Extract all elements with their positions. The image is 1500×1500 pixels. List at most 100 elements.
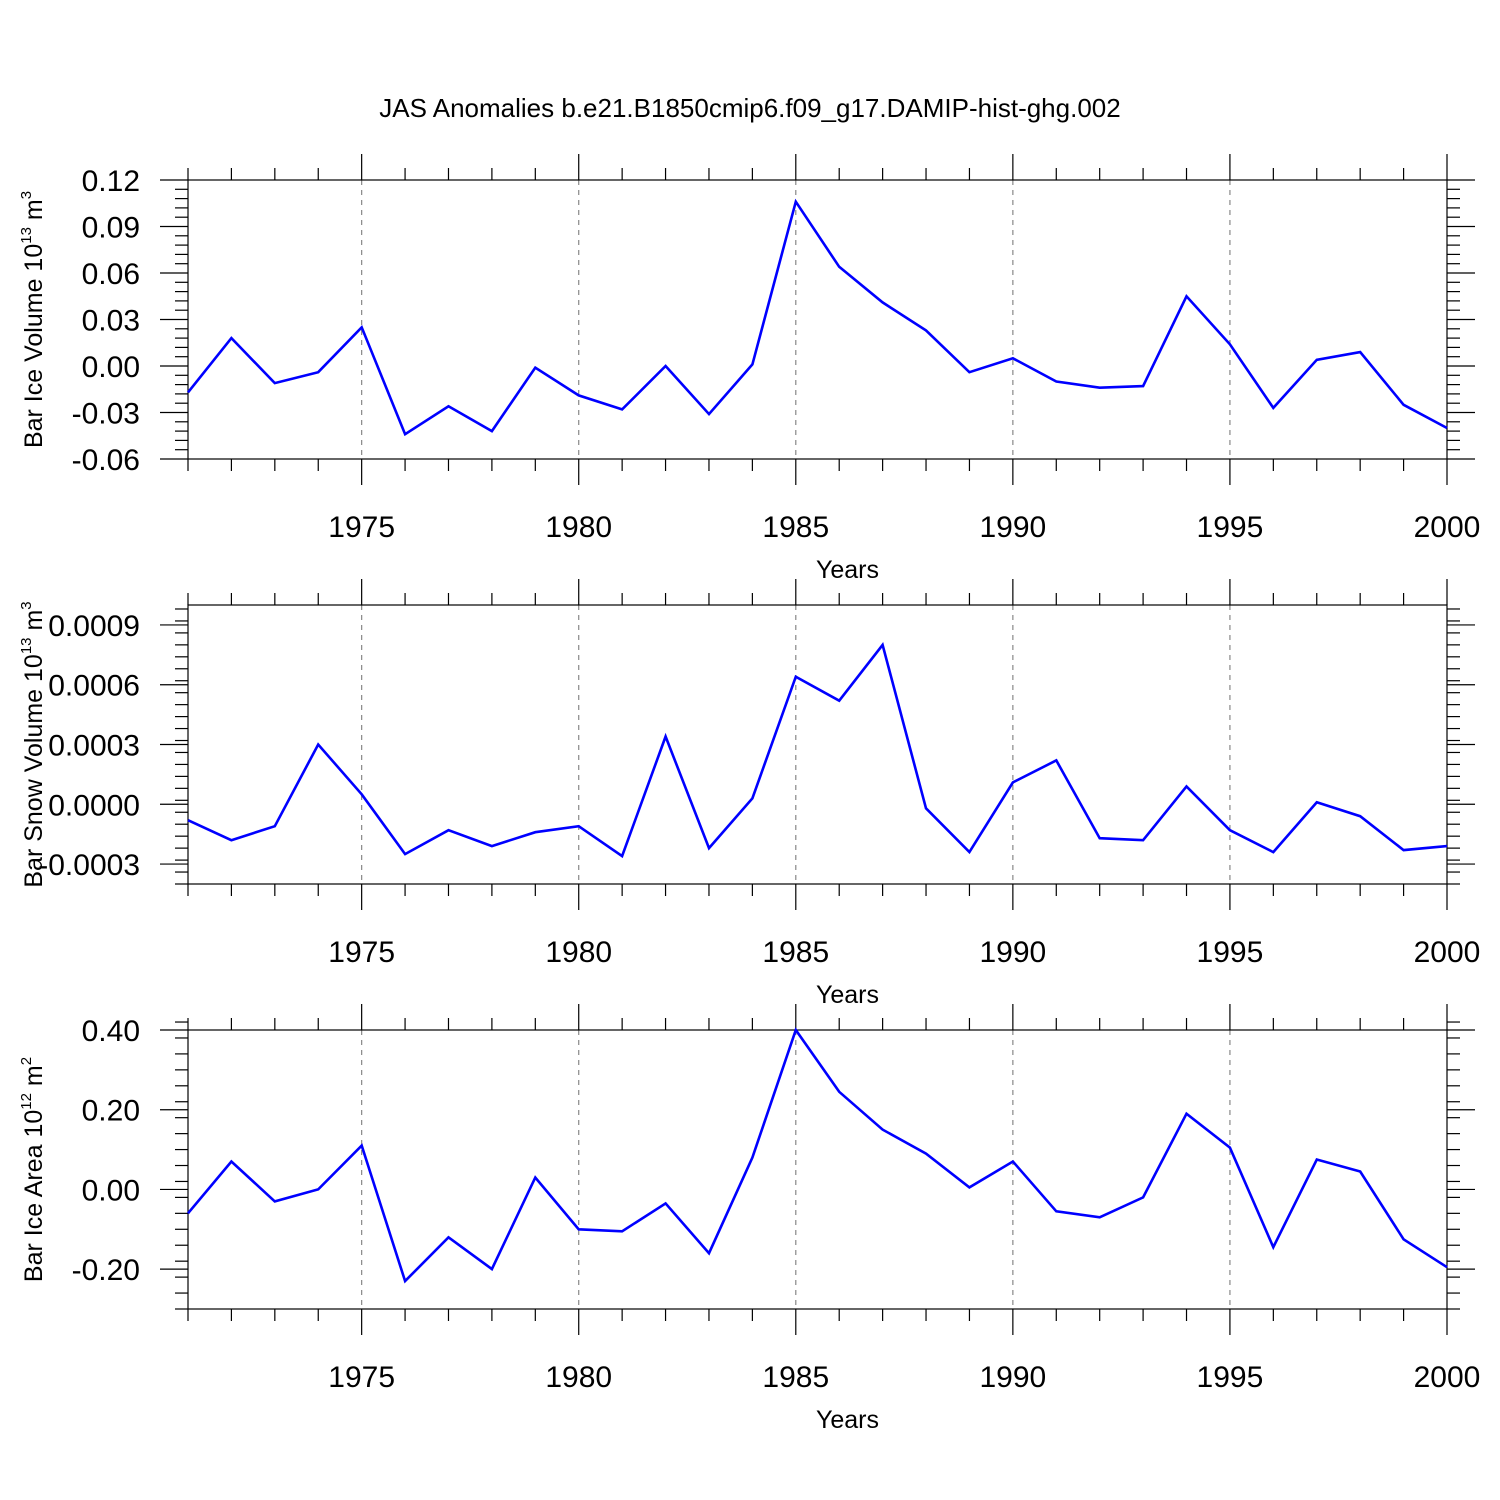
data-point: [1402, 403, 1406, 407]
y-tick-label: 0.0000: [48, 789, 140, 822]
data-point: [967, 1185, 971, 1189]
y-tick-label: 0.20: [82, 1095, 140, 1128]
data-point: [1228, 342, 1232, 346]
data-point: [1054, 1209, 1058, 1213]
y-tick-label: 0.00: [82, 351, 140, 384]
x-tick-label: 1975: [328, 1361, 395, 1394]
data-point: [1358, 350, 1362, 354]
data-point: [1445, 1265, 1449, 1269]
y-tick-label: 0.0009: [48, 610, 140, 643]
data-point: [446, 1235, 450, 1239]
data-point: [1098, 836, 1102, 840]
data-point: [533, 1175, 537, 1179]
plot-frame: [187, 179, 1448, 460]
data-point: [837, 265, 841, 269]
data-point: [1271, 850, 1275, 854]
data-point: [1271, 406, 1275, 410]
data-point: [229, 838, 233, 842]
data-point: [1098, 1215, 1102, 1219]
data-point: [794, 1028, 798, 1032]
x-tick-label: 1985: [762, 1361, 829, 1394]
data-point: [664, 364, 668, 368]
data-point: [664, 1201, 668, 1205]
data-point: [1228, 1146, 1232, 1150]
x-tick-label: 1985: [762, 511, 829, 544]
data-point: [707, 846, 711, 850]
data-point: [707, 412, 711, 416]
data-point: [577, 393, 581, 397]
data-point: [490, 429, 494, 433]
data-point: [967, 370, 971, 374]
data-point: [750, 362, 754, 366]
x-tick-label: 1975: [328, 511, 395, 544]
data-point: [620, 1229, 624, 1233]
data-point: [273, 1199, 277, 1203]
data-point: [273, 381, 277, 385]
data-point: [1141, 838, 1145, 842]
data-point: [881, 643, 885, 647]
chart-panels: 1975 1980 1985 1990 1995 2000 0.12 0.09 0.06 0.03…: [18, 154, 1480, 1434]
chart-title: JAS Anomalies b.e21.B1850cmip6.f09_g17.D…: [379, 93, 1120, 123]
x-tick-label: 1980: [545, 1361, 612, 1394]
data-point: [1011, 356, 1015, 360]
data-point: [794, 200, 798, 204]
data-point: [881, 300, 885, 304]
data-point: [403, 852, 407, 856]
data-point: [837, 1090, 841, 1094]
x-axis-title: Years: [816, 981, 879, 1009]
data-point: [186, 818, 190, 822]
data-point: [794, 675, 798, 679]
data-point: [1445, 844, 1449, 848]
data-series-line: [187, 642, 1448, 859]
data-point: [403, 432, 407, 436]
data-point: [1358, 814, 1362, 818]
data-series-line: [186, 198, 1448, 437]
data-point: [707, 1251, 711, 1255]
y-tick-label: 0.09: [82, 212, 140, 245]
data-point: [490, 844, 494, 848]
data-point: [620, 407, 624, 411]
data-point: [924, 328, 928, 332]
y-tick-label: 0.12: [82, 165, 140, 198]
y-tick-label: 0.40: [82, 1015, 140, 1048]
y-tick-label: 0.03: [82, 305, 140, 338]
data-point: [360, 325, 364, 329]
y-axis-title: Bar Ice Area 1012 m2: [18, 1057, 48, 1282]
data-point: [533, 366, 537, 370]
x-tick-label: 1980: [545, 936, 612, 969]
y-tick-label: 0.00: [82, 1174, 140, 1207]
data-series-line: [187, 1027, 1448, 1284]
data-point: [490, 1267, 494, 1271]
data-point: [664, 735, 668, 739]
data-point: [186, 390, 190, 394]
data-point: [1358, 1169, 1362, 1173]
data-point: [924, 1152, 928, 1156]
x-tick-label: 1990: [979, 1361, 1046, 1394]
x-tick-label: 1990: [979, 936, 1046, 969]
panel-2: 1975 1980 1985 1990 1995 2000 0.0009 0.0006 0.00…: [18, 579, 1480, 1009]
data-point: [1402, 848, 1406, 852]
data-point: [1185, 1112, 1189, 1116]
data-point: [446, 828, 450, 832]
data-point: [1315, 358, 1319, 362]
data-point: [1054, 758, 1058, 762]
data-point: [924, 806, 928, 810]
data-point: [533, 830, 537, 834]
x-tick-label: 1975: [328, 936, 395, 969]
data-point: [316, 1187, 320, 1191]
x-tick-label: 2000: [1414, 1361, 1481, 1394]
data-point: [837, 699, 841, 703]
x-axis-title: Years: [816, 1406, 879, 1434]
x-tick-label: 1995: [1197, 936, 1264, 969]
data-point: [1098, 386, 1102, 390]
data-point: [360, 1144, 364, 1148]
data-point: [1011, 780, 1015, 784]
data-point: [1402, 1237, 1406, 1241]
data-point: [1271, 1245, 1275, 1249]
data-point: [750, 796, 754, 800]
x-tick-label: 1980: [545, 511, 612, 544]
data-point: [1185, 784, 1189, 788]
data-point: [577, 1227, 581, 1231]
data-point: [620, 854, 624, 858]
data-point: [229, 336, 233, 340]
